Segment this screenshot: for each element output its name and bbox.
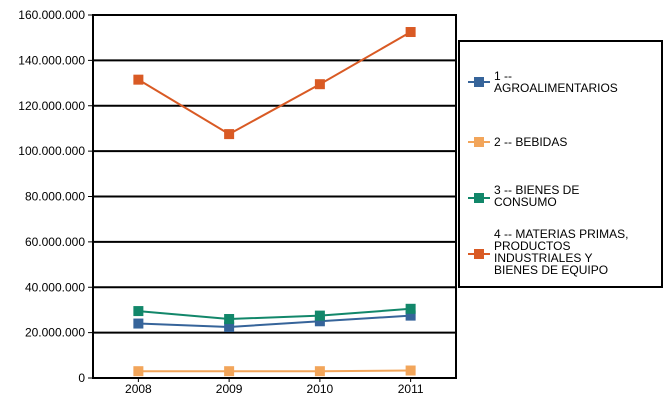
data-point	[406, 366, 416, 376]
data-point	[133, 75, 143, 85]
series-group	[133, 27, 415, 376]
legend-marker-bebidas	[468, 137, 490, 147]
data-point	[224, 366, 234, 376]
y-tick-label: 140.000.000	[18, 53, 85, 67]
legend-label-materias-primas: 4 -- MATERIAS PRIMAS, PRODUCTOS INDUSTRI…	[494, 228, 659, 276]
x-tick-label: 2009	[216, 382, 243, 395]
data-point	[315, 366, 325, 376]
x-axis-tick-labels: 2008 2009 2010 2011	[125, 378, 424, 395]
y-tick-label: 40.000.000	[25, 280, 85, 294]
y-tick-label: 160.000.000	[18, 8, 85, 22]
series-4	[133, 27, 415, 139]
legend-item-materias-primas: 4 -- MATERIAS PRIMAS, PRODUCTOS INDUSTRI…	[460, 228, 661, 268]
series-2	[133, 366, 415, 377]
y-axis-tick-labels: 0 20.000.000 40.000.000 60.000.000 80.000.00…	[18, 8, 85, 385]
legend-item-agroalimentarios: 1 -- AGROALIMENTARIOS	[460, 68, 661, 108]
y-tick-label: 120.000.000	[18, 99, 85, 113]
x-tick-label: 2010	[307, 382, 334, 395]
data-point	[406, 27, 416, 37]
legend-item-bebidas: 2 -- BEBIDAS	[460, 134, 661, 174]
legend-label-bebidas: 2 -- BEBIDAS	[494, 136, 659, 148]
legend-marker-agroalimentarios	[468, 77, 490, 87]
data-point	[224, 314, 234, 324]
data-point	[133, 366, 143, 376]
data-point	[133, 306, 143, 316]
data-point	[224, 129, 234, 139]
legend-item-bienes-de-consumo: 3 -- BIENES DE CONSUMO	[460, 182, 661, 222]
series-3	[133, 304, 415, 324]
legend-label-bienes-de-consumo: 3 -- BIENES DE CONSUMO	[494, 184, 659, 208]
series-line	[138, 32, 410, 134]
legend-label-agroalimentarios: 1 -- AGROALIMENTARIOS	[494, 70, 659, 94]
legend: 1 -- AGROALIMENTARIOS 2 -- BEBIDAS 3 -- …	[458, 40, 663, 288]
y-tick-label: 100.000.000	[18, 144, 85, 158]
x-tick-label: 2008	[125, 382, 152, 395]
series-line	[138, 371, 410, 372]
legend-marker-bienes-de-consumo	[468, 193, 490, 203]
data-point	[133, 319, 143, 329]
y-tick-label: 20.000.000	[25, 326, 85, 340]
data-point	[315, 311, 325, 321]
y-tick-label: 80.000.000	[25, 190, 85, 204]
legend-marker-materias-primas	[468, 249, 490, 259]
data-point	[315, 79, 325, 89]
y-tick-label: 60.000.000	[25, 235, 85, 249]
x-tick-label: 2011	[398, 382, 424, 395]
y-tick-label: 0	[78, 371, 85, 385]
data-point	[406, 304, 416, 314]
